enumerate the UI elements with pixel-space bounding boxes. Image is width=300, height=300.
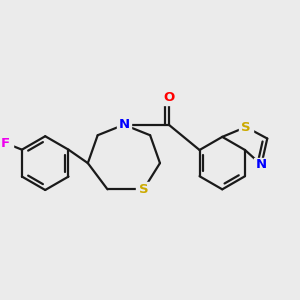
Bar (162, 90, 176, 105)
Bar (136, 182, 151, 196)
Bar (254, 158, 268, 172)
Text: N: N (256, 158, 267, 171)
Bar (239, 120, 253, 134)
Bar (0, 136, 13, 150)
Text: S: S (139, 183, 148, 196)
Bar (117, 118, 131, 132)
Text: S: S (241, 121, 251, 134)
Text: F: F (1, 136, 10, 150)
Text: O: O (163, 91, 174, 104)
Text: N: N (118, 118, 130, 131)
